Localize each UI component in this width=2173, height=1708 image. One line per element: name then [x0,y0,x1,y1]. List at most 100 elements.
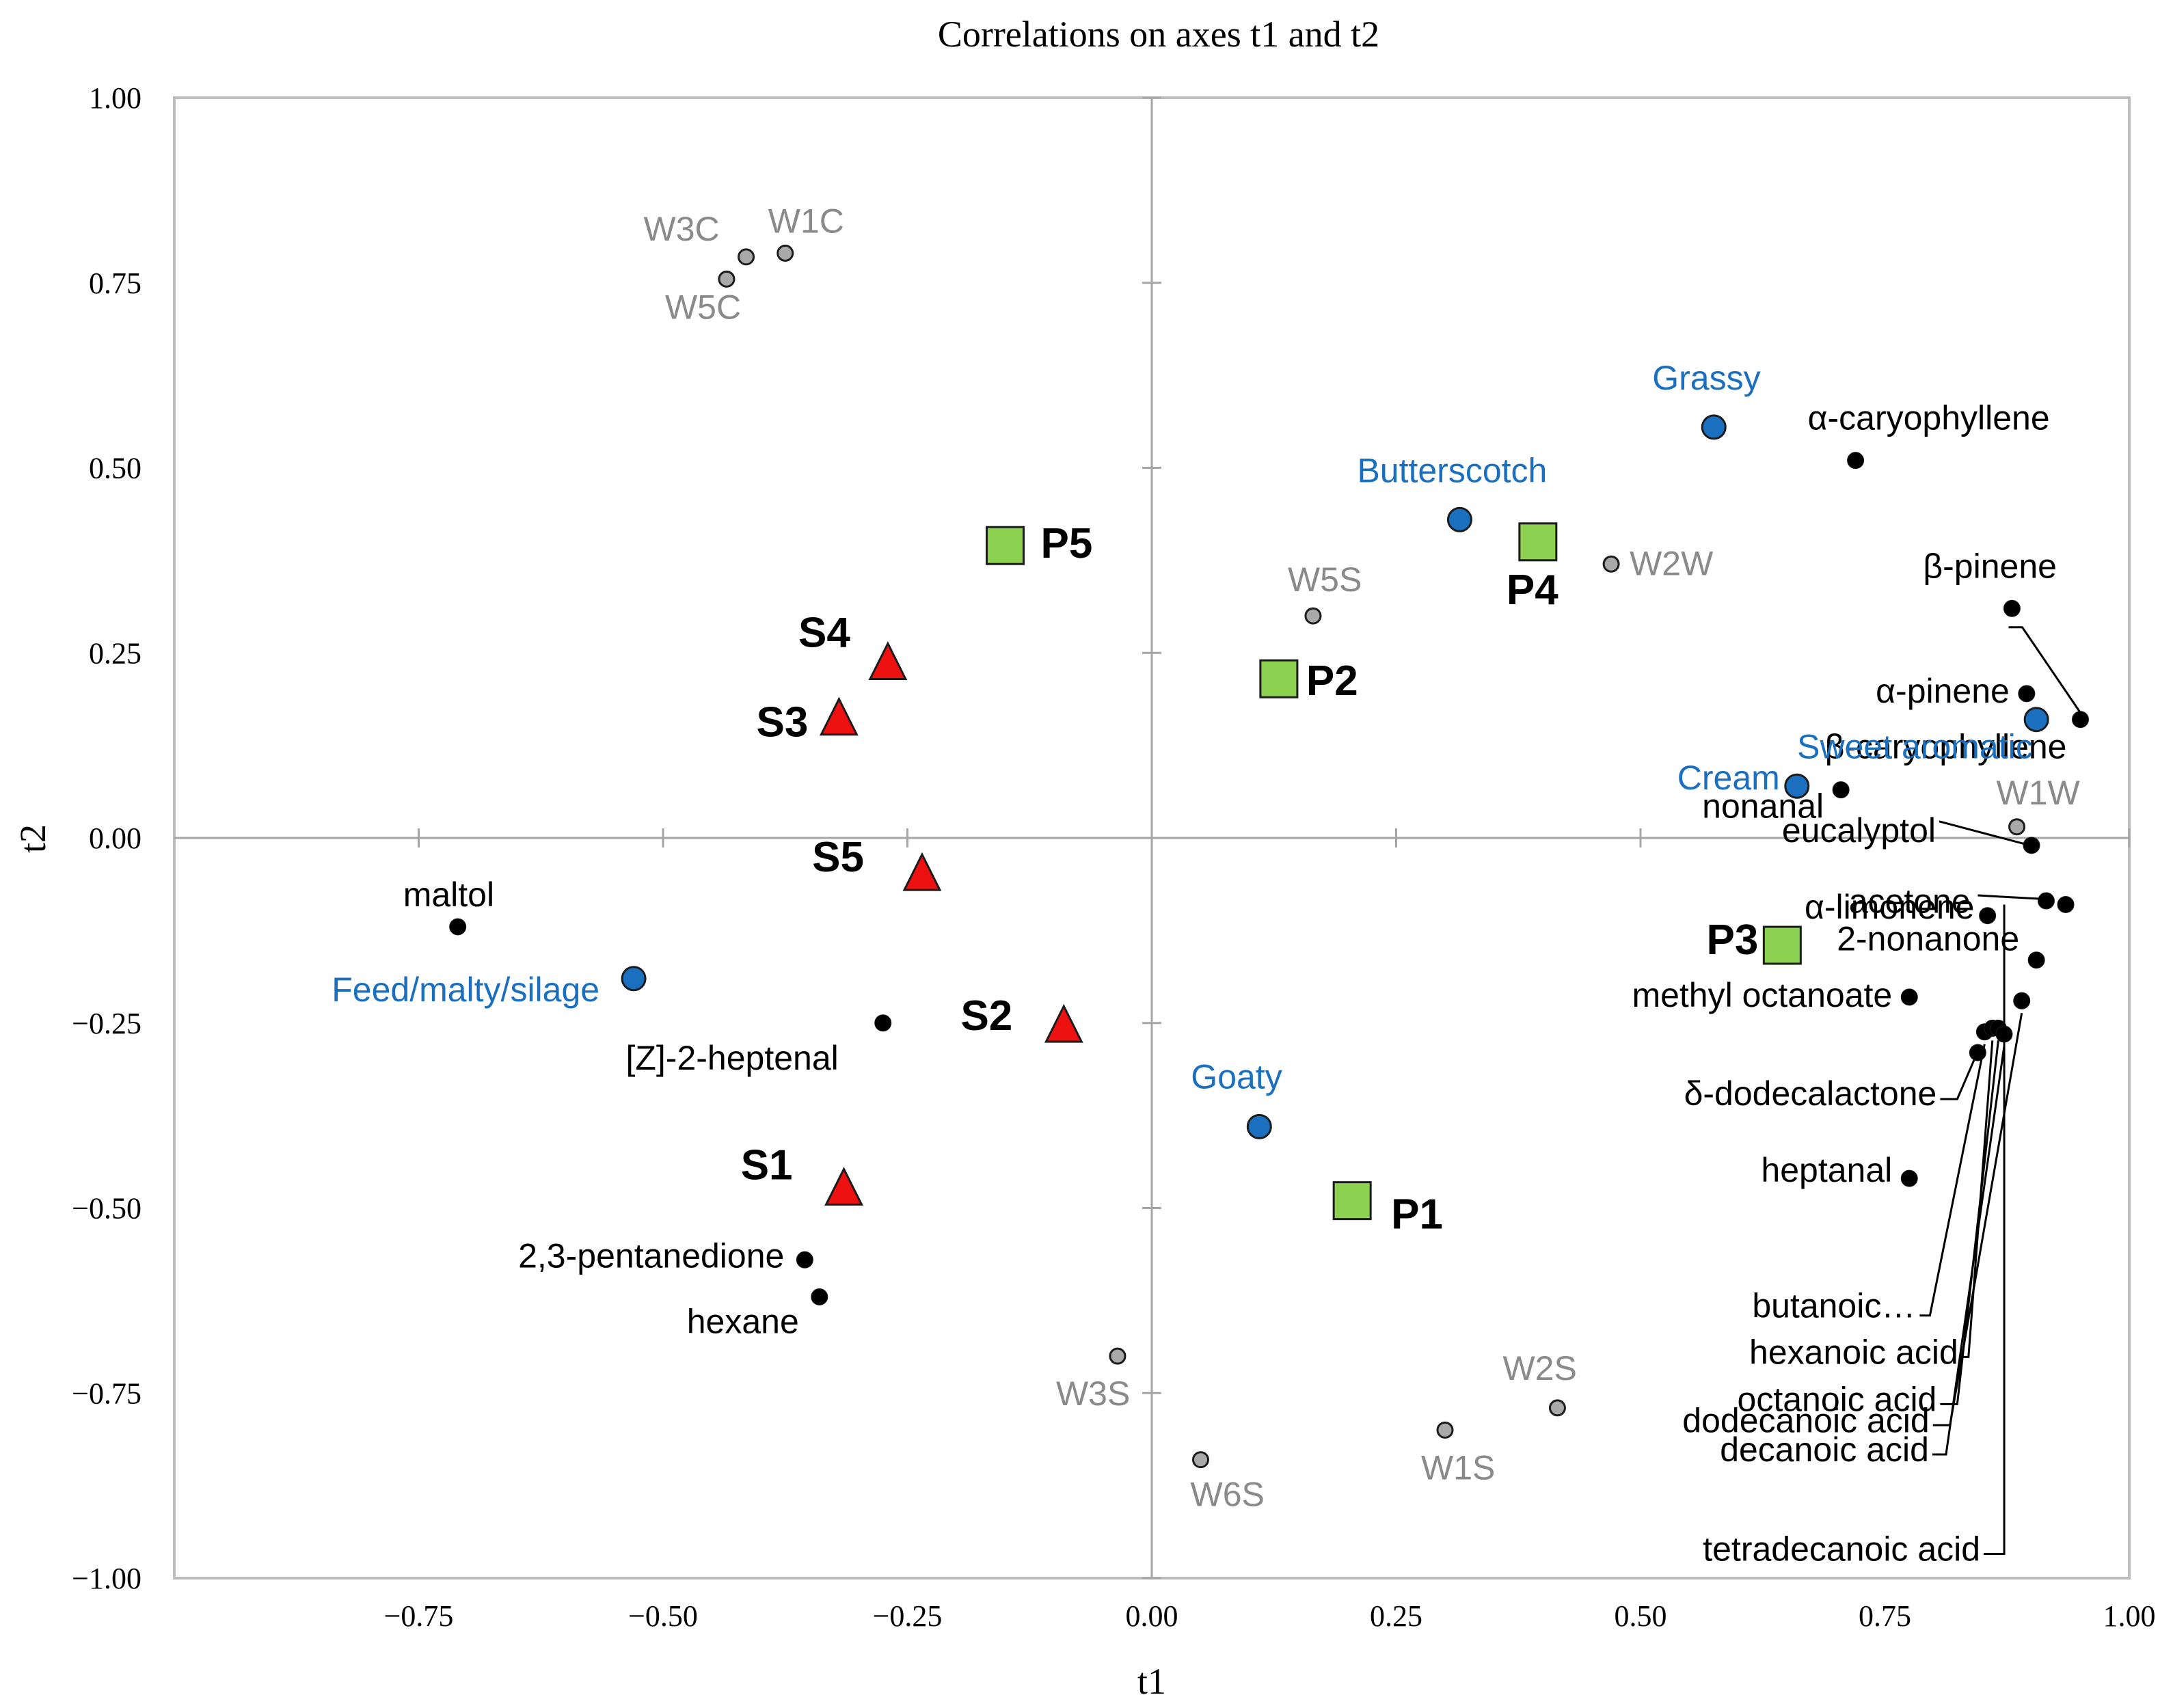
point-maltol [449,918,467,936]
axes-layer: −0.75 −0.50 −0.25 0.00 0.25 0.50 0.75 1.00 1.00 0… [72,81,2155,1633]
point-s1 [824,1167,863,1206]
label-maltol: maltol [403,876,494,914]
point-p4 [1518,522,1558,562]
label-w1s: W1S [1421,1448,1495,1487]
label-cream: Cream [1677,759,1780,797]
label-tetradecanoic-acid: tetradecanoic acid [1703,1530,1980,1568]
label-w6s: W6S [1191,1476,1265,1514]
data-marks [449,244,2089,1469]
y-tick-label: 0.00 [89,822,141,855]
label-acetone: acetone [1849,882,1971,921]
point-pinene [2018,685,2036,703]
chart-title: Correlations on axes t1 and t2 [938,14,1379,55]
label-w2s: W2S [1502,1349,1576,1387]
label-nonanal: nonanal [1702,787,1824,826]
point-p3 [1762,925,1802,965]
x-tick-label: −0.25 [873,1599,943,1633]
label-goaty: Goaty [1191,1057,1282,1096]
point-w6s [1192,1451,1209,1469]
label-w5c: W5C [665,288,741,326]
point-s2 [1044,1003,1083,1043]
label-w2w: W2W [1630,544,1714,582]
label-s2: S2 [960,992,1012,1040]
label-hexanoic-acid: hexanoic acid [1749,1333,1958,1371]
point-eucalyptol [2023,837,2040,854]
y-tick-label: −0.75 [72,1377,141,1410]
point-w3s [1109,1347,1126,1365]
point-caryophyllene [1847,452,1865,470]
x-tick-label: −0.75 [384,1599,454,1633]
label-2-3-pentanedione: 2,3-pentanedione [518,1236,784,1275]
x-tick-label: 0.50 [1615,1599,1667,1633]
label-w1c: W1C [768,202,844,240]
point-heptanal [1900,1169,1918,1187]
leader-lines [1919,626,2081,1555]
label-w5s: W5S [1288,560,1362,599]
point-feed-malty-silage [621,966,647,992]
point-dodecalactone [1969,1044,1986,1061]
leader-line-dodecanoic-acid [1932,1013,2023,1426]
label-s5: S5 [812,834,864,881]
y-tick-label: 1.00 [89,81,141,115]
point-dodecanoic-acid [2013,992,2031,1009]
label-2-nonanone: 2-nonanone [1837,920,2019,958]
leader-line-octanoic-acid [1940,1040,1999,1405]
y-tick-label: −1.00 [72,1562,141,1595]
label-methyl-octanoate: methyl octanoate [1632,976,1892,1014]
point-pinene [2003,599,2021,617]
label-sweet-aromatic: Sweet aromatic [1797,728,2033,766]
leader-line-tetradecanoic-acid [1984,904,2006,1555]
label-decanoic-acid: decanoic acid [1720,1431,1929,1469]
point-w1c [777,244,794,262]
label-caryophyllene: α-caryophyllene [1808,399,2050,437]
label-w3c: W3C [644,210,720,248]
point-2-nonanone [2027,951,2045,969]
leader-line-butanoic [1919,1044,1986,1317]
y-tick-label: 0.50 [89,452,141,485]
x-tick-label: 0.25 [1370,1599,1422,1633]
point-s3 [819,696,859,736]
leader-line-limonene [1978,894,2040,900]
point-s4 [868,641,908,680]
point-methyl-octanoate [1900,988,1918,1006]
y-tick-label: 0.75 [89,267,141,300]
label-caryophyllene: β-caryophyllene [1825,728,2067,766]
label-butanoic: butanoic… [1752,1287,1915,1325]
label-pinene: β-pinene [1923,547,2057,585]
y-tick-label: −0.25 [72,1007,141,1040]
point-w3c [738,248,755,266]
point-goaty [1246,1113,1272,1139]
point-p2 [1259,659,1299,699]
point-p1 [1332,1181,1372,1221]
label-p1: P1 [1391,1191,1443,1238]
label-z-2-heptenal: [Z]-2-heptenal [625,1039,838,1077]
point-w1w [2008,818,2026,836]
label-limonene: α-limonene [1805,888,1974,926]
point-nonanal [1832,781,1850,799]
point-p5 [986,526,1025,565]
y-tick-label: −0.50 [72,1192,141,1225]
label-heptanal: heptanal [1761,1151,1892,1189]
label-w3s: W3S [1056,1374,1130,1413]
point-w2s [1548,1399,1566,1417]
point-decanoic-acid [1995,1025,2013,1043]
label-feed-malty-silage: Feed/malty/silage [332,971,599,1009]
x-tick-label: 0.75 [1859,1599,1911,1633]
point-caryophyllene [2072,711,2089,729]
leader-line-eucalyptol [1939,820,2025,845]
data-labels: α-caryophyllene β-pinene β-caryophyllene α-… [332,202,2080,1568]
leader-line-hexanoic-acid [1961,1040,1994,1358]
y-tick-label: 0.25 [89,636,141,670]
point-w1s [1436,1421,1454,1439]
x-tick-label: 1.00 [2103,1599,2156,1633]
leader-line-caryophyllene [2008,626,2081,714]
label-grassy: Grassy [1652,359,1760,397]
label-p3: P3 [1707,917,1759,964]
point-sweet-aromatic [2023,707,2049,733]
label-dodecanoic-acid: dodecanoic acid [1682,1401,1929,1439]
point-cream [1784,773,1810,799]
point-2-3-pentanedione [796,1251,813,1269]
label-p4: P4 [1507,567,1558,614]
